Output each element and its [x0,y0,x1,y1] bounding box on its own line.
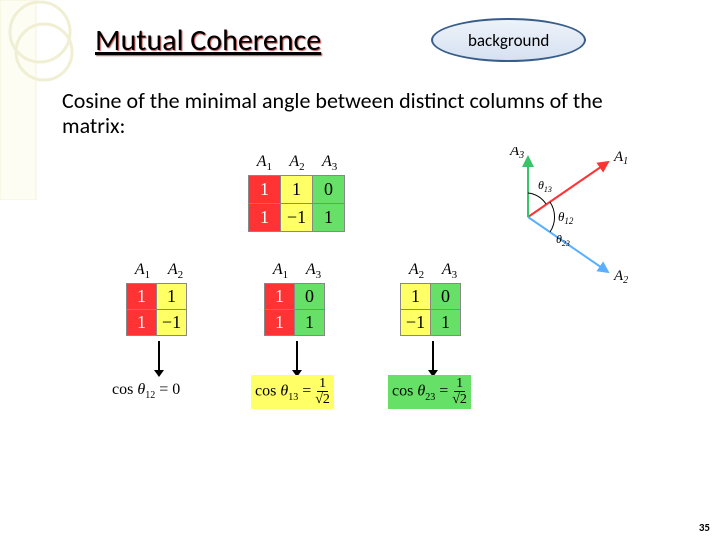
sub-matrix-a1a2: A1A2 111−1 [126,261,192,336]
header: Mutual Coherence background [0,0,720,62]
matrix-cell: 1 [157,283,187,309]
cos-theta-12: cos θ12 = 0 [112,381,180,401]
matrix-cell: −1 [157,309,187,335]
matrix-cell: 1 [281,175,313,203]
matrix-cell: 1 [127,309,157,335]
cos-theta-13: cos θ13 = 1√2 [251,375,334,409]
arrow-icon [296,341,298,371]
svg-text:A3: A3 [509,147,524,161]
matrix-cell: 1 [127,283,157,309]
svg-text:θ12: θ12 [558,209,574,226]
matrix-cell: 1 [431,309,461,335]
matrix-cell: 1 [249,175,281,203]
matrix-cell: 1 [265,283,295,309]
matrix-cell: 0 [313,175,345,203]
matrix-cell: 1 [313,203,345,231]
page-title: Mutual Coherence [95,22,321,59]
sub-matrix-a2a3: A2A3 10−11 [400,261,466,336]
main-matrix-headers: A1 A2 A3 [248,153,346,173]
svg-text:θ13: θ13 [538,178,552,194]
arrow-icon [158,341,160,371]
arrow-icon [432,341,434,371]
vector-diagram: A1 A2 A3 θ12 θ13 θ23 [490,147,680,287]
matrix-cell: 1 [295,309,325,335]
definition-text: Cosine of the minimal angle between dist… [62,88,660,139]
matrix-cell: −1 [281,203,313,231]
cos-theta-23: cos θ23 = 1√2 [388,375,471,409]
matrix-cell: −1 [401,309,431,335]
figure-area: A1 A2 A3 1101−11 A1A2 111−1 cos θ12 = 0 … [0,153,720,483]
sub-matrix-a1a3: A1A3 1011 [264,261,330,336]
page-number: 35 [699,521,710,534]
svg-text:A2: A2 [613,268,628,286]
main-matrix: A1 A2 A3 1101−11 [248,153,346,232]
matrix-cell: 1 [249,203,281,231]
svg-text:A1: A1 [613,149,628,167]
svg-text:θ23: θ23 [556,232,570,248]
matrix-cell: 1 [401,283,431,309]
matrix-cell: 0 [431,283,461,309]
matrix-cell: 0 [295,283,325,309]
matrix-cell: 1 [265,309,295,335]
context-badge: background [431,18,586,62]
